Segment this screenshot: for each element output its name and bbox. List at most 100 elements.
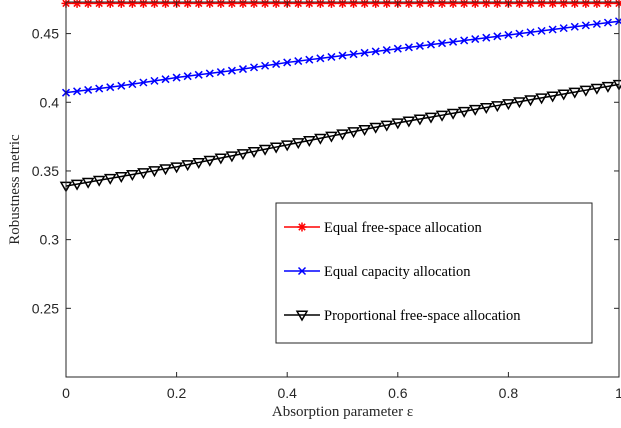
- data-point: [272, 60, 281, 69]
- data-point: [349, 50, 358, 59]
- data-point: [460, 36, 469, 45]
- data-point: [316, 54, 325, 63]
- data-point: [581, 21, 590, 30]
- data-point: [526, 28, 535, 37]
- data-point: [192, 157, 206, 169]
- data-point: [559, 0, 569, 8]
- data-point: [413, 114, 427, 126]
- series-3: [59, 79, 621, 193]
- data-point: [205, 69, 214, 78]
- data-point: [293, 0, 303, 8]
- legend-marker: [295, 310, 309, 322]
- legend-box: [275, 202, 593, 344]
- x-axis: 0 0.2 0.4 0.6 0.8 1: [62, 2, 621, 401]
- data-point: [590, 83, 604, 95]
- data-point: [261, 61, 270, 70]
- data-point: [415, 41, 424, 50]
- data-point: [249, 0, 259, 8]
- legend-marker: [297, 266, 307, 276]
- y-tick-label: 0.45: [32, 26, 59, 42]
- data-point: [514, 0, 524, 8]
- data-point: [570, 22, 579, 31]
- series-2: [61, 17, 621, 97]
- data-point: [603, 0, 613, 8]
- data-point: [470, 0, 480, 8]
- data-point: [471, 35, 480, 44]
- data-point: [592, 19, 601, 29]
- data-point: [159, 164, 172, 176]
- data-point: [216, 68, 225, 77]
- data-point: [214, 153, 228, 165]
- data-point: [95, 84, 104, 93]
- data-point: [358, 124, 371, 136]
- data-point: [115, 171, 128, 183]
- data-point: [170, 162, 183, 174]
- data-point: [581, 0, 591, 8]
- x-tick-label: 0: [62, 385, 70, 401]
- data-point: [371, 0, 381, 8]
- axes-box: [65, 1, 620, 378]
- data-point: [360, 48, 369, 57]
- data-point: [183, 0, 193, 8]
- data-point: [83, 0, 93, 8]
- y-axis: 0.25 0.3 0.35 0.4 0.45: [32, 26, 619, 316]
- legend-entry: Equal free-space allocation: [284, 220, 483, 236]
- data-point: [491, 101, 504, 113]
- data-point: [172, 73, 181, 82]
- data-point: [205, 0, 215, 8]
- data-point: [116, 0, 126, 8]
- data-point: [382, 0, 392, 8]
- data-point: [347, 127, 360, 139]
- data-point: [84, 85, 93, 94]
- data-point: [415, 0, 425, 8]
- data-point: [325, 131, 338, 143]
- data-point: [393, 44, 402, 53]
- data-point: [349, 0, 359, 8]
- data-point: [280, 140, 294, 152]
- data-point: [106, 83, 115, 92]
- data-point: [526, 0, 536, 8]
- data-point: [468, 104, 482, 116]
- data-point: [72, 0, 82, 8]
- x-tick-label: 0.2: [167, 385, 187, 401]
- data-point: [548, 25, 557, 34]
- data-point: [601, 81, 615, 93]
- data-point: [194, 0, 204, 8]
- data-point: [258, 144, 272, 156]
- data-point: [236, 149, 250, 161]
- x-tick-label: 1: [615, 385, 621, 401]
- plot-lines: [59, 0, 621, 193]
- data-point: [271, 0, 281, 8]
- data-point: [294, 57, 303, 66]
- data-point: [128, 80, 137, 89]
- legend-label: Proportional free-space allocation: [324, 308, 521, 324]
- data-point: [492, 0, 502, 8]
- data-point: [548, 0, 558, 8]
- data-point: [149, 0, 159, 8]
- y-tick-label: 0.4: [40, 94, 60, 110]
- data-point: [216, 0, 226, 8]
- data-point: [103, 173, 117, 185]
- data-point: [291, 138, 305, 150]
- data-point: [404, 43, 413, 52]
- data-point: [603, 18, 612, 27]
- data-point: [283, 58, 292, 67]
- data-point: [238, 0, 248, 8]
- data-point: [438, 39, 447, 48]
- data-point: [249, 63, 259, 72]
- data-point: [303, 135, 316, 147]
- data-point: [537, 26, 546, 35]
- data-point: [426, 0, 436, 8]
- y-axis-label: Robustness metric: [7, 134, 23, 245]
- data-point: [614, 0, 621, 8]
- data-point: [424, 112, 438, 124]
- data-point: [139, 78, 148, 87]
- data-point: [515, 29, 524, 38]
- data-point: [579, 85, 593, 97]
- data-point: [315, 0, 325, 8]
- data-point: [449, 37, 458, 46]
- data-point: [382, 46, 391, 55]
- data-point: [81, 177, 95, 189]
- legend: Equal free-space allocation Equal capacit…: [275, 202, 593, 344]
- data-point: [314, 133, 327, 145]
